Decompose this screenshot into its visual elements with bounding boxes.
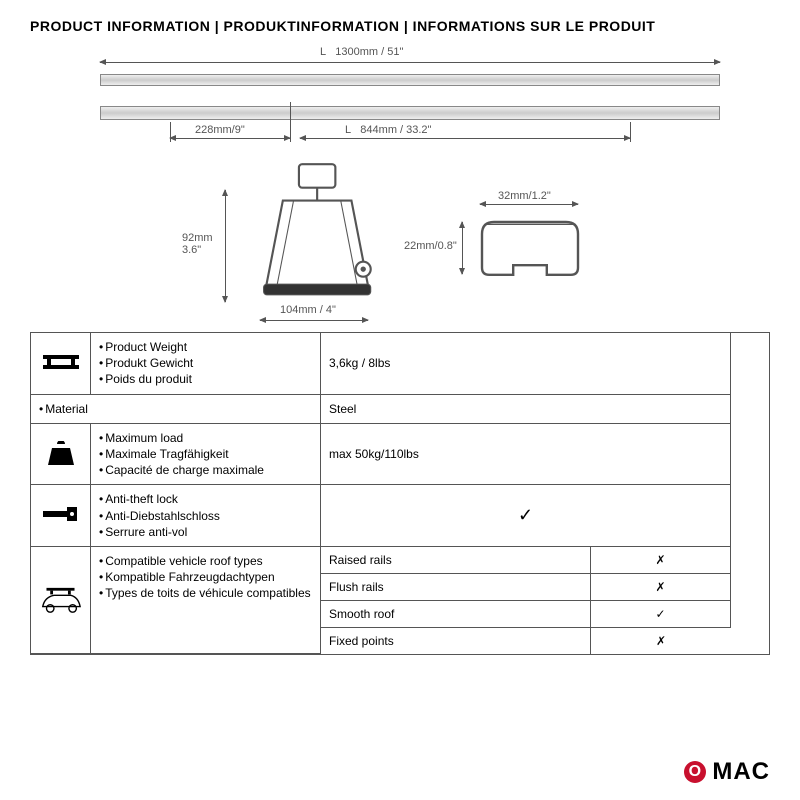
material-label: Material xyxy=(31,395,321,424)
load-labels: Maximum load Maximale Tragfähigkeit Capa… xyxy=(91,424,321,486)
roof-fixed-label: Fixed points xyxy=(321,628,591,654)
roof-smooth-label: Smooth roof xyxy=(321,601,591,628)
roof-flush-label: Flush rails xyxy=(321,574,591,601)
icon-weight xyxy=(31,424,91,486)
lock-value: ✓ xyxy=(321,485,731,547)
icon-rails xyxy=(31,333,91,395)
spec-table: Product Weight Produkt Gewicht Poids du … xyxy=(30,332,770,655)
material-value: Steel xyxy=(321,395,731,424)
technical-diagram: L 1300mm / 51" 228mm/9" L 844mm / 33.2" … xyxy=(0,42,800,332)
brand-logo: O MAC xyxy=(684,758,770,786)
roof-labels: Compatible vehicle roof types Kompatible… xyxy=(91,547,321,654)
roof-fixed-value: ✗ xyxy=(591,628,731,654)
foot-drawing xyxy=(240,162,390,312)
roof-flush-value: ✗ xyxy=(591,574,731,601)
roof-raised-label: Raised rails xyxy=(321,547,591,574)
weight-labels: Product Weight Produkt Gewicht Poids du … xyxy=(91,333,321,395)
load-value: max 50kg/110lbs xyxy=(321,424,731,486)
header-title: PRODUCT INFORMATION | PRODUKTINFORMATION… xyxy=(0,0,800,42)
roof-smooth-value: ✓ xyxy=(591,601,731,628)
icon-car xyxy=(31,547,91,654)
roof-raised-value: ✗ xyxy=(591,547,731,574)
weight-value: 3,6kg / 8lbs xyxy=(321,333,731,395)
icon-lock xyxy=(31,485,91,547)
logo-mark: O xyxy=(684,761,706,783)
bottom-rail xyxy=(100,106,720,120)
lock-labels: Anti-theft lock Anti-Diebstahlschloss Se… xyxy=(91,485,321,547)
logo-text: MAC xyxy=(712,758,770,786)
profile-drawing xyxy=(470,210,590,294)
top-rail xyxy=(100,74,720,86)
